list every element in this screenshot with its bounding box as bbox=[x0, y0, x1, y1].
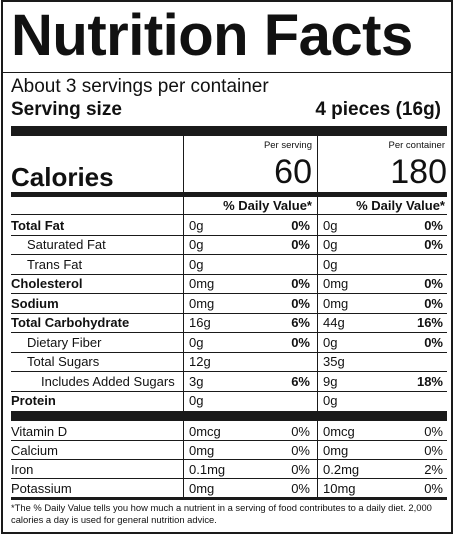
container-daily-value: 18% bbox=[416, 373, 443, 389]
serving-amount: 3g bbox=[189, 373, 204, 389]
row-divider bbox=[11, 478, 447, 479]
calories-per-serving: 60 bbox=[274, 153, 312, 191]
serving-amount: 0g bbox=[189, 237, 204, 252]
serving-amount: 0g bbox=[189, 256, 204, 272]
serving-amount: 0mg bbox=[189, 276, 215, 291]
vitamins-rule bbox=[11, 411, 447, 421]
container-daily-value: 0% bbox=[424, 442, 443, 458]
container-daily-value: 0% bbox=[424, 217, 443, 233]
container-amount: 0g bbox=[323, 256, 338, 272]
per-container-header: Per container bbox=[388, 140, 445, 151]
container-daily-value: 0% bbox=[424, 237, 443, 252]
serving-amount: 0mg bbox=[189, 295, 215, 311]
footnote: *The % Daily Value tells you how much a … bbox=[11, 502, 432, 525]
container-daily-value: 2% bbox=[424, 461, 443, 477]
vitamin-label: Potassium bbox=[11, 480, 72, 496]
container-amount: 0g bbox=[323, 334, 338, 350]
serving-daily-value: 0% bbox=[291, 334, 310, 350]
footnote-rule bbox=[11, 497, 447, 500]
vitamin-label: Vitamin D bbox=[11, 423, 68, 439]
serving-amount: 0g bbox=[189, 393, 204, 408]
per-serving-header: Per serving bbox=[263, 140, 312, 151]
serving-daily-value: 0% bbox=[291, 480, 310, 496]
container-amount: 0g bbox=[323, 393, 338, 408]
container-amount: 0.2mg bbox=[323, 461, 360, 477]
nutrient-label: Saturated Fat bbox=[27, 237, 106, 252]
container-daily-value: 0% bbox=[424, 480, 443, 496]
nutrient-label: Sodium bbox=[11, 295, 59, 311]
serving-amount: 12g bbox=[189, 354, 211, 369]
serving-amount: 0g bbox=[189, 334, 204, 350]
serving-size-label: Serving size bbox=[11, 99, 122, 120]
serving-amount: 0.1mg bbox=[189, 461, 226, 477]
serving-amount: 0g bbox=[189, 217, 204, 233]
container-daily-value: 0% bbox=[424, 334, 443, 350]
serving-daily-value: 0% bbox=[291, 423, 310, 439]
serving-daily-value: 0% bbox=[291, 442, 310, 458]
calories-label: Calories bbox=[11, 162, 114, 192]
nutrient-label: Includes Added Sugars bbox=[41, 373, 175, 389]
container-daily-value: 0% bbox=[424, 295, 443, 311]
nutrient-label: Dietary Fiber bbox=[27, 334, 102, 350]
row-divider bbox=[11, 459, 447, 460]
servings-per-container: About 3 servings per container bbox=[11, 76, 269, 97]
row-divider bbox=[11, 332, 447, 333]
container-daily-value: 0% bbox=[424, 423, 443, 439]
row-divider bbox=[11, 293, 447, 294]
serving-daily-value: 0% bbox=[291, 461, 310, 477]
row-divider bbox=[11, 371, 447, 372]
daily-value-header-serving: % Daily Value* bbox=[223, 198, 312, 213]
column-divider-left bbox=[183, 136, 184, 498]
vitamin-label: Iron bbox=[11, 461, 34, 477]
container-amount: 0mg bbox=[323, 442, 349, 458]
row-divider bbox=[11, 312, 447, 314]
label-title: Nutrition Facts bbox=[11, 3, 413, 68]
daily-value-header-container: % Daily Value* bbox=[356, 198, 445, 213]
container-amount: 9g bbox=[323, 373, 338, 389]
nutrient-label: Protein bbox=[11, 393, 56, 408]
nutrient-label: Cholesterol bbox=[11, 276, 83, 291]
calories-per-container: 180 bbox=[390, 153, 447, 191]
serving-daily-value: 6% bbox=[291, 315, 310, 330]
container-amount: 0mg bbox=[323, 295, 349, 311]
serving-amount: 16g bbox=[189, 315, 211, 330]
container-amount: 0mcg bbox=[323, 423, 355, 439]
container-amount: 44g bbox=[323, 315, 345, 330]
row-divider bbox=[11, 390, 447, 392]
nutrient-label: Trans Fat bbox=[27, 256, 83, 272]
title-rule bbox=[3, 72, 451, 73]
thick-rule bbox=[11, 126, 447, 136]
serving-daily-value: 0% bbox=[291, 276, 310, 291]
container-daily-value: 0% bbox=[424, 276, 443, 291]
calories-rule bbox=[11, 192, 447, 197]
row-divider bbox=[11, 254, 447, 255]
container-amount: 0mg bbox=[323, 276, 349, 291]
dv-header-rule bbox=[11, 214, 447, 215]
serving-amount: 0mg bbox=[189, 480, 215, 496]
serving-size-value: 4 pieces (16g) bbox=[315, 99, 441, 120]
serving-daily-value: 6% bbox=[291, 373, 310, 389]
row-divider bbox=[11, 351, 447, 353]
row-divider bbox=[11, 273, 447, 275]
row-divider bbox=[11, 234, 447, 236]
row-divider bbox=[11, 440, 447, 441]
container-amount: 10mg bbox=[323, 480, 356, 496]
serving-daily-value: 0% bbox=[291, 237, 310, 252]
column-divider-right bbox=[317, 136, 318, 498]
serving-amount: 0mg bbox=[189, 442, 215, 458]
vitamin-label: Calcium bbox=[11, 442, 58, 458]
serving-daily-value: 0% bbox=[291, 217, 310, 233]
nutrient-label: Total Carbohydrate bbox=[11, 315, 130, 330]
nutrient-label: Total Fat bbox=[11, 217, 65, 233]
container-daily-value: 16% bbox=[416, 315, 443, 330]
serving-daily-value: 0% bbox=[291, 295, 310, 311]
nutrient-label: Total Sugars bbox=[27, 354, 100, 369]
serving-amount: 0mcg bbox=[189, 423, 221, 439]
container-amount: 0g bbox=[323, 237, 338, 252]
container-amount: 35g bbox=[323, 354, 345, 369]
container-amount: 0g bbox=[323, 217, 338, 233]
